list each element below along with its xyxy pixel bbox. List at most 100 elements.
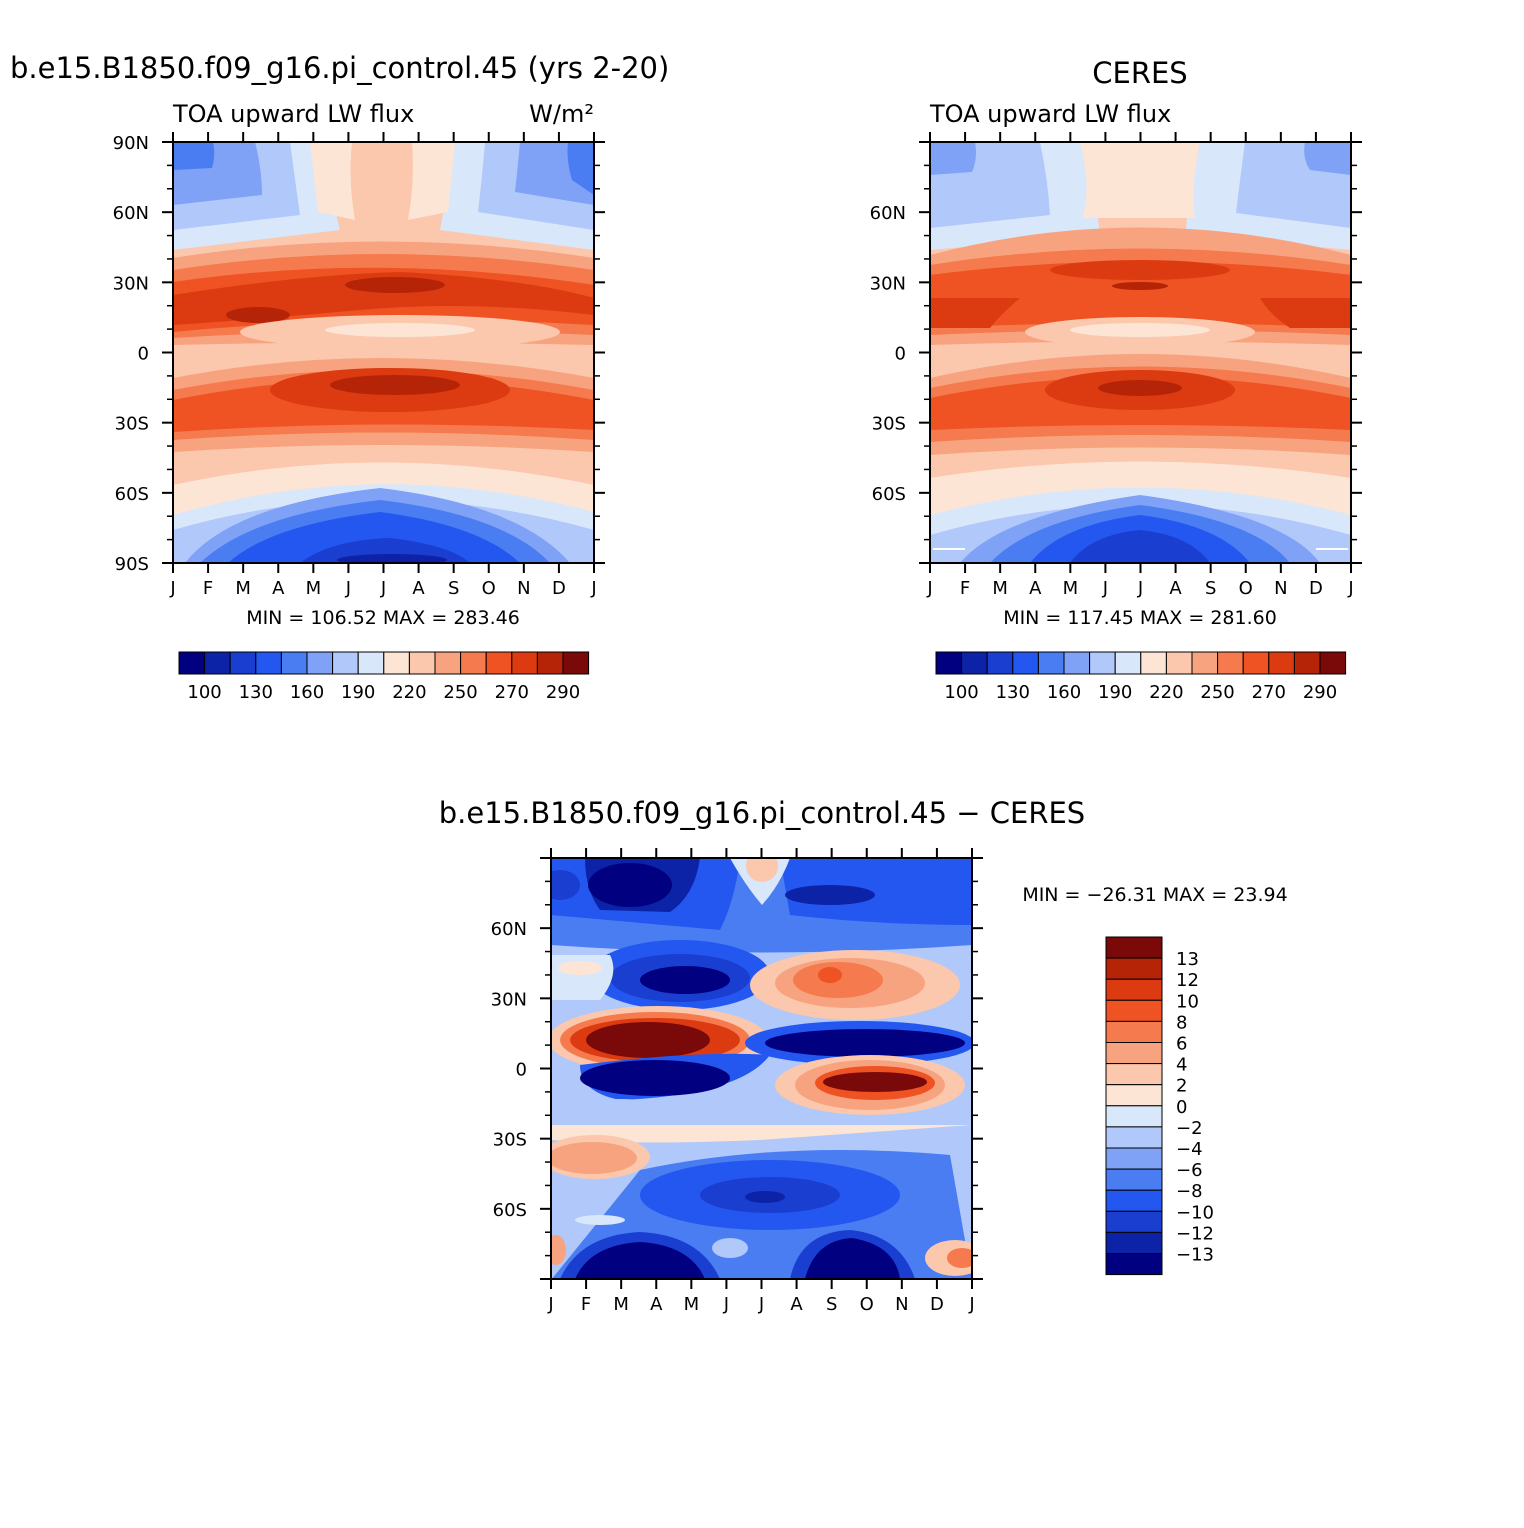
x-tick-label: D (1309, 578, 1323, 599)
colorbar-label: −6 (1176, 1160, 1203, 1181)
colorbar-label: −2 (1176, 1118, 1203, 1139)
x-tick-label: O (1239, 578, 1253, 599)
colorbar-label: 13 (1176, 949, 1199, 970)
y-tick-label: 30S (493, 1130, 527, 1151)
colorbar-label: 290 (1303, 682, 1337, 703)
x-tick-label: N (1274, 578, 1287, 599)
x-tick-label: M (613, 1294, 629, 1315)
x-tick-label: J (723, 1294, 729, 1315)
colorbar-swatch (1089, 651, 1116, 675)
colorbar-swatch (280, 651, 308, 675)
colorbar-swatch (562, 651, 590, 675)
colorbar-swatch (1105, 978, 1163, 1001)
panel-model: b.e15.B1850.f09_g16.pi_control.45 (yrs 2… (10, 51, 669, 703)
colorbar-label: 220 (392, 682, 426, 703)
colorbar-swatch (485, 651, 513, 675)
panel-ceres-colorbar: 100 130 160 190 220 250 270 290 (935, 651, 1347, 703)
panel-diff-field (551, 858, 972, 1279)
x-tick-label: J (1137, 578, 1143, 599)
colorbar-label: 290 (546, 682, 580, 703)
y-tick-label: 30N (870, 273, 906, 294)
x-tick-label: F (203, 578, 213, 599)
colorbar-label: 2 (1176, 1076, 1187, 1097)
colorbar-label: 220 (1149, 682, 1183, 703)
colorbar-label: −4 (1176, 1139, 1203, 1160)
colorbar-swatch (357, 651, 385, 675)
colorbar-swatch (1217, 651, 1244, 675)
colorbar-swatch (1063, 651, 1091, 675)
colorbar-swatch (255, 651, 282, 675)
y-tick-label: 0 (895, 344, 906, 365)
y-tick-label: 60S (872, 484, 906, 505)
colorbar-label: 4 (1176, 1055, 1187, 1076)
panel-model-field (173, 142, 594, 563)
colorbar-swatch (1114, 651, 1142, 675)
colorbar-swatch (434, 651, 462, 675)
x-tick-label: J (380, 578, 386, 599)
x-tick-label: M (1063, 578, 1079, 599)
x-tick-label: M (684, 1294, 700, 1315)
panel-ceres-left-string: TOA upward LW flux (929, 100, 1171, 128)
y-tick-label: 30S (115, 414, 149, 435)
y-tick-label: 30N (113, 273, 149, 294)
colorbar-swatch (1105, 1084, 1163, 1107)
panel-model-minmax: MIN = 106.52 MAX = 283.46 (246, 607, 520, 629)
colorbar-swatch (1105, 1210, 1163, 1233)
colorbar-swatch (536, 651, 564, 675)
colorbar-swatch (1105, 1105, 1163, 1128)
colorbar-swatch (460, 651, 487, 675)
panel-model-title: b.e15.B1850.f09_g16.pi_control.45 (yrs 2… (10, 51, 669, 85)
y-tick-label: 0 (516, 1060, 527, 1081)
x-tick-label: J (345, 578, 351, 599)
x-tick-label: J (169, 578, 175, 599)
colorbar-label: 250 (443, 682, 477, 703)
x-tick-label: M (992, 578, 1008, 599)
colorbar-swatch (1037, 651, 1065, 675)
panel-diff-minmax: MIN = −26.31 MAX = 23.94 (1022, 884, 1287, 906)
y-tick-label: 0 (138, 344, 149, 365)
x-tick-label: N (517, 578, 530, 599)
y-tick-label: 60S (115, 484, 149, 505)
panel-ceres-title: CERES (1092, 56, 1187, 90)
colorbar-swatch (986, 651, 1014, 675)
colorbar-swatch (1242, 651, 1270, 675)
colorbar-swatch (408, 651, 436, 675)
colorbar-label: 190 (341, 682, 375, 703)
colorbar-label: 270 (1252, 682, 1286, 703)
x-tick-label: J (1347, 578, 1353, 599)
panel-diff: b.e15.B1850.f09_g16.pi_control.45 − CERE… (439, 796, 1288, 1315)
colorbar-label: −10 (1176, 1202, 1214, 1223)
x-tick-label: D (552, 578, 566, 599)
colorbar-swatch (1105, 999, 1163, 1022)
colorbar-swatch (1268, 651, 1295, 675)
colorbar-label: 10 (1176, 991, 1199, 1012)
colorbar-swatch (1319, 651, 1347, 675)
colorbar-swatch (178, 651, 206, 675)
panel-model-right-string: W/m² (529, 100, 594, 128)
y-tick-label: 90S (115, 554, 149, 575)
x-tick-label: D (930, 1294, 944, 1315)
x-tick-label: O (860, 1294, 874, 1315)
colorbar-swatch (1140, 651, 1167, 675)
x-tick-label: A (1029, 578, 1042, 599)
colorbar-swatch (1105, 1020, 1163, 1044)
y-tick-label: 90N (113, 133, 149, 154)
colorbar-label: 160 (1047, 682, 1081, 703)
colorbar-swatch (229, 651, 257, 675)
x-tick-label: J (926, 578, 932, 599)
x-tick-label: F (581, 1294, 591, 1315)
colorbar-swatch (1105, 1063, 1163, 1086)
colorbar-label: 160 (290, 682, 324, 703)
colorbar-swatch (1105, 1231, 1163, 1255)
colorbar-swatch (1105, 1253, 1163, 1276)
colorbar-label: −8 (1176, 1181, 1203, 1202)
panel-ceres: CERES TOA upward LW flux (870, 56, 1362, 703)
colorbar-swatch (935, 651, 963, 675)
colorbar-swatch (1105, 1042, 1163, 1065)
colorbar-label: −13 (1176, 1245, 1214, 1266)
panel-ceres-minmax: MIN = 117.45 MAX = 281.60 (1003, 607, 1277, 629)
colorbar-label: 100 (187, 682, 221, 703)
